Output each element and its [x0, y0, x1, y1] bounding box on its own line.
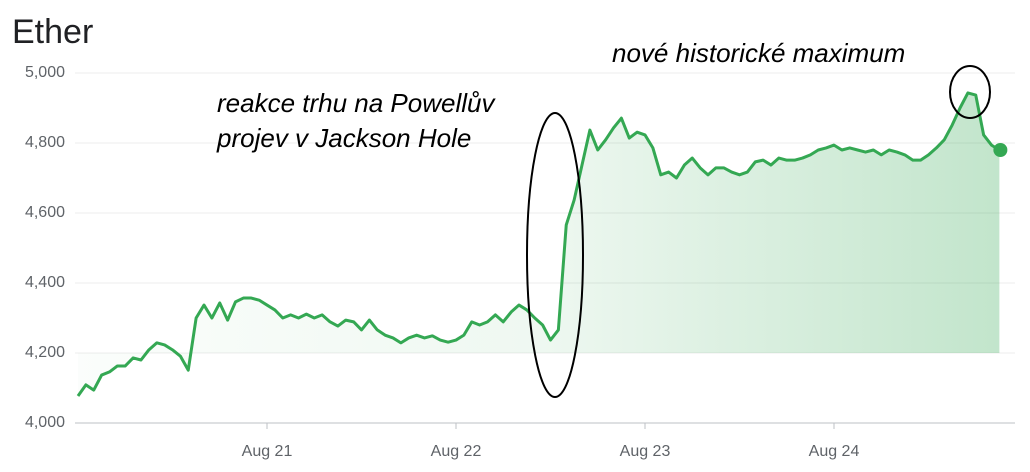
- highlight-ellipse: [526, 112, 584, 398]
- x-tick-label: Aug 24: [809, 443, 860, 460]
- annotation: projev v Jackson Hole: [216, 123, 471, 153]
- y-tick-label: 4,200: [25, 344, 65, 361]
- x-tick-label: Aug 23: [620, 443, 671, 460]
- y-tick-label: 4,800: [25, 134, 65, 151]
- highlight-ellipse: [949, 65, 991, 119]
- chart-title: Ether: [12, 13, 93, 51]
- end-dot: [993, 143, 1008, 157]
- y-tick-label: 5,000: [25, 64, 65, 81]
- line: [76, 91, 1001, 397]
- y-tick-label: 4,600: [25, 204, 65, 221]
- annotation: reakce trhu na Powellův: [217, 88, 496, 118]
- annotation: nové historické maximum: [612, 38, 905, 68]
- y-tick-label: 4,400: [25, 274, 65, 291]
- y-tick-label: 4,000: [25, 414, 65, 431]
- x-tick-label: Aug 22: [431, 443, 482, 460]
- x-tick-label: Aug 21: [242, 443, 293, 460]
- area: [78, 92, 1000, 397]
- plot: [76, 91, 1008, 397]
